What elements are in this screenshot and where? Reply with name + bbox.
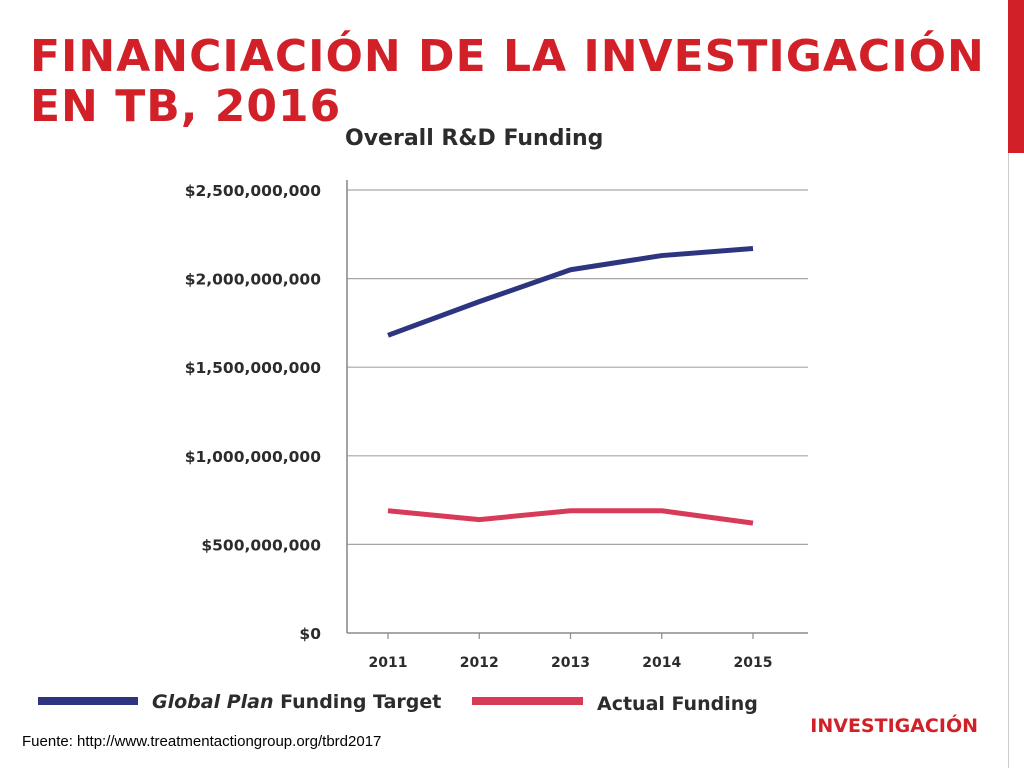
legend-label-actual: Actual Funding: [597, 693, 758, 715]
chart-title: Overall R&D Funding: [345, 126, 603, 151]
legend-label-target-rest: Funding Target: [274, 691, 442, 713]
y-tick-label: $0: [299, 625, 321, 643]
legend-label-target: Global Plan Funding Target: [152, 691, 441, 713]
x-tick-label: 2014: [642, 655, 681, 671]
y-tick-label: $1,500,000,000: [185, 359, 322, 377]
x-axis-ticks: 2011 2012 2013 2014 2015: [369, 633, 773, 671]
source-citation: Fuente: http://www.treatmentactiongroup.…: [22, 733, 382, 750]
y-tick-label: $2,000,000,000: [185, 271, 322, 289]
x-tick-label: 2012: [460, 655, 499, 671]
section-label: INVESTIGACIÓN: [810, 715, 978, 737]
legend-label-target-italic: Global Plan: [152, 691, 274, 713]
series-line-actual-funding: [387, 508, 754, 526]
series-line-funding-target: [387, 245, 754, 338]
x-tick-label: 2013: [551, 655, 590, 671]
y-tick-label: $1,000,000,000: [185, 448, 322, 466]
x-tick-label: 2015: [734, 655, 773, 671]
y-axis-ticks: $0 $500,000,000 $1,000,000,000 $1,500,000,0…: [185, 182, 322, 643]
series-lines: [387, 245, 754, 526]
y-tick-label: $2,500,000,000: [185, 182, 322, 200]
right-accent-rule: [1008, 153, 1009, 768]
right-accent-bar: [1008, 0, 1024, 768]
gridlines: [346, 180, 808, 634]
slide-title: FINANCIACIÓN DE LA INVESTIGACIÓN EN TB, …: [30, 31, 985, 132]
x-tick-label: 2011: [369, 655, 408, 671]
legend: Global Plan Funding Target Actual Fundin…: [38, 691, 758, 715]
y-tick-label: $500,000,000: [201, 536, 321, 554]
right-accent-red-block: [1008, 0, 1024, 153]
